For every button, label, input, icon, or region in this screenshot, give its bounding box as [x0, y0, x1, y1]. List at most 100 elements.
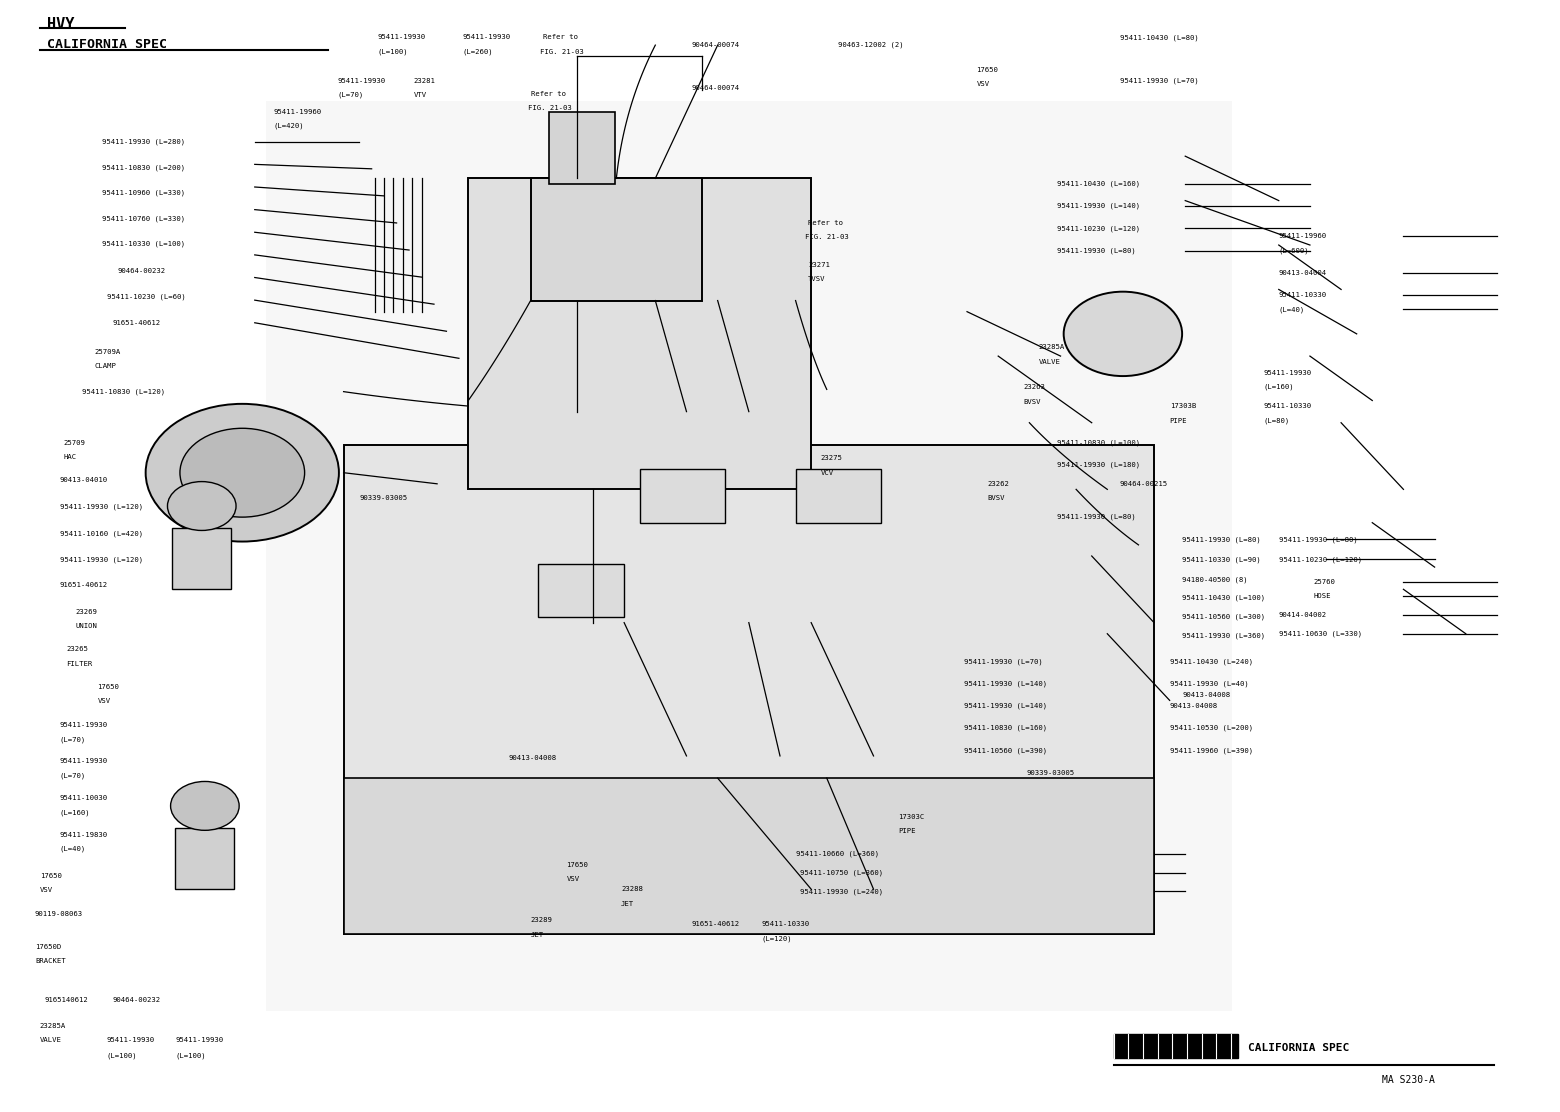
Text: BVSV: BVSV: [1023, 398, 1041, 405]
Text: UNION: UNION: [75, 623, 97, 629]
Text: JET: JET: [621, 901, 635, 906]
Bar: [343, 445, 1154, 934]
Text: 90464-00232: 90464-00232: [112, 997, 161, 1003]
Text: 95411-10830 (L=160): 95411-10830 (L=160): [964, 725, 1047, 732]
Text: 23265: 23265: [66, 646, 87, 653]
Text: VSV: VSV: [566, 876, 580, 882]
Bar: [172, 528, 231, 589]
Text: 90413-04008: 90413-04008: [509, 755, 557, 761]
Text: 17650: 17650: [39, 873, 61, 878]
Text: 95411-19930 (L=180): 95411-19930 (L=180): [1058, 461, 1140, 468]
Text: 95411-10830 (L=100): 95411-10830 (L=100): [1058, 439, 1140, 446]
Text: 95411-19960: 95411-19960: [273, 109, 321, 115]
Text: 23285A: 23285A: [39, 1023, 66, 1029]
Text: 17303C: 17303C: [899, 814, 925, 820]
Text: 90119-08063: 90119-08063: [34, 911, 83, 916]
Text: 95411-19830: 95411-19830: [59, 832, 108, 837]
Circle shape: [179, 428, 304, 517]
Circle shape: [170, 782, 239, 831]
Text: 90413-04010: 90413-04010: [59, 477, 108, 484]
Text: 91651-40612: 91651-40612: [59, 582, 108, 588]
Text: MA S230-A: MA S230-A: [1382, 1075, 1435, 1085]
Bar: [640, 469, 725, 523]
Text: CALIFORNIA SPEC: CALIFORNIA SPEC: [47, 39, 167, 51]
Text: (L=160): (L=160): [1264, 384, 1293, 390]
Text: FIG. 21-03: FIG. 21-03: [540, 49, 583, 54]
Text: 95411-19960 (L=390): 95411-19960 (L=390): [1170, 747, 1253, 754]
Text: 95411-10430 (L=160): 95411-10430 (L=160): [1058, 180, 1140, 187]
Text: 91651-40612: 91651-40612: [691, 921, 739, 926]
Text: 95411-10230 (L=60): 95411-10230 (L=60): [106, 294, 186, 300]
Circle shape: [145, 404, 339, 542]
Text: 23263: 23263: [1023, 384, 1045, 390]
Text: 95411-10430 (L=80): 95411-10430 (L=80): [1120, 34, 1198, 41]
Text: (L=420): (L=420): [273, 123, 304, 129]
Text: 23269: 23269: [75, 608, 97, 615]
Text: 95411-10960 (L=330): 95411-10960 (L=330): [101, 189, 186, 196]
Text: 23285A: 23285A: [1039, 345, 1065, 350]
Text: 95411-10530 (L=200): 95411-10530 (L=200): [1170, 725, 1253, 732]
Text: HVY: HVY: [47, 18, 75, 32]
Text: (L=70): (L=70): [337, 92, 363, 98]
Text: 95411-19930 (L=80): 95411-19930 (L=80): [1058, 247, 1136, 254]
Text: PIPE: PIPE: [1170, 417, 1187, 424]
Text: VCV: VCV: [821, 469, 833, 476]
Text: 95411-10560 (L=300): 95411-10560 (L=300): [1182, 614, 1265, 620]
Text: 95411-19930 (L=120): 95411-19930 (L=120): [59, 556, 144, 563]
Text: 95411-19930: 95411-19930: [337, 78, 385, 83]
Text: 23281: 23281: [413, 78, 435, 83]
Bar: [538, 564, 624, 617]
Text: 90463-12002 (2): 90463-12002 (2): [838, 42, 903, 48]
Text: 25709: 25709: [62, 439, 84, 446]
Text: TVSV: TVSV: [808, 277, 825, 282]
Text: 90464-00215: 90464-00215: [1120, 480, 1168, 487]
Text: 94180-40500 (8): 94180-40500 (8): [1182, 576, 1248, 583]
Circle shape: [1064, 291, 1182, 376]
Text: 95411-10760 (L=330): 95411-10760 (L=330): [101, 215, 186, 221]
Bar: [1114, 1033, 1239, 1058]
Text: 95411-19930 (L=140): 95411-19930 (L=140): [964, 703, 1047, 709]
Text: 95411-19930 (L=80): 95411-19930 (L=80): [1279, 536, 1357, 543]
Text: FIG. 21-03: FIG. 21-03: [805, 235, 849, 240]
Text: 95411-10330 (L=100): 95411-10330 (L=100): [101, 240, 186, 247]
Text: CALIFORNIA SPEC: CALIFORNIA SPEC: [1248, 1043, 1349, 1053]
Text: VALVE: VALVE: [39, 1037, 61, 1043]
Text: 95411-10160 (L=420): 95411-10160 (L=420): [59, 530, 144, 537]
Text: HOSE: HOSE: [1314, 593, 1331, 599]
Text: Refer to: Refer to: [530, 91, 566, 97]
Text: VSV: VSV: [977, 81, 989, 87]
Text: FILTER: FILTER: [66, 661, 92, 667]
Text: 95411-19930 (L=70): 95411-19930 (L=70): [1120, 78, 1198, 83]
Text: 17650: 17650: [566, 862, 588, 867]
Text: VALVE: VALVE: [1039, 359, 1061, 365]
Text: (L=70): (L=70): [59, 736, 86, 743]
Bar: [468, 178, 811, 489]
Text: 95411-19930: 95411-19930: [462, 34, 510, 40]
Text: 95411-19930 (L=80): 95411-19930 (L=80): [1058, 514, 1136, 520]
Text: 95411-10830 (L=120): 95411-10830 (L=120): [81, 388, 165, 395]
Text: Refer to: Refer to: [543, 34, 579, 40]
Bar: [796, 469, 881, 523]
Text: 90339-03005: 90339-03005: [1026, 770, 1075, 775]
Text: (L=70): (L=70): [59, 773, 86, 780]
Text: 95411-19930: 95411-19930: [1264, 370, 1312, 376]
Text: 91651-40612: 91651-40612: [112, 320, 161, 326]
Text: BVSV: BVSV: [987, 495, 1005, 502]
Text: 25760: 25760: [1314, 578, 1335, 585]
Text: VTV: VTV: [413, 92, 427, 98]
Text: 90414-04002: 90414-04002: [1279, 612, 1328, 618]
Text: (L=100): (L=100): [106, 1053, 137, 1059]
Text: 17650D: 17650D: [34, 944, 61, 950]
Text: 23275: 23275: [821, 455, 842, 461]
Text: 17303B: 17303B: [1170, 403, 1197, 409]
Text: 95411-19930: 95411-19930: [59, 758, 108, 764]
Text: (L=40): (L=40): [1279, 306, 1306, 312]
Text: 90464-00074: 90464-00074: [691, 86, 739, 91]
Text: VSV: VSV: [97, 698, 111, 705]
Text: 95411-10230 (L=120): 95411-10230 (L=120): [1058, 225, 1140, 231]
Text: (L=600): (L=600): [1279, 247, 1309, 254]
Text: 95411-10430 (L=100): 95411-10430 (L=100): [1182, 595, 1265, 602]
Text: (L=40): (L=40): [59, 846, 86, 853]
Text: 95411-19930 (L=280): 95411-19930 (L=280): [101, 139, 186, 145]
Text: (L=260): (L=260): [462, 49, 493, 54]
